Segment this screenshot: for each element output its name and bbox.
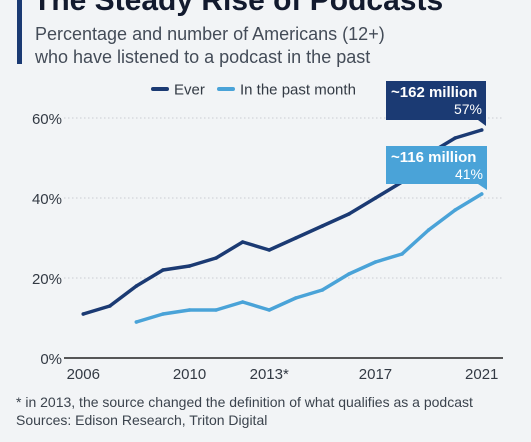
annotation-percent: 41% xyxy=(455,166,483,182)
y-tick-label: 0% xyxy=(40,351,62,368)
chart-title: The Steady Rise of Podcasts xyxy=(33,0,444,17)
data-point xyxy=(320,224,325,228)
data-point xyxy=(240,240,245,244)
annotation-pointer xyxy=(478,120,486,126)
data-point xyxy=(400,252,404,256)
title-accent-bar xyxy=(17,0,22,64)
chart-subtitle-line-1: Percentage and number of Americans (12+) xyxy=(35,24,385,44)
data-point xyxy=(81,312,86,316)
x-tick-label: 2017 xyxy=(359,366,392,383)
x-tick-label: 2013* xyxy=(250,366,289,383)
sources-note: Sources: Edison Research, Triton Digital xyxy=(16,412,268,428)
data-point xyxy=(108,304,112,308)
x-tick-label: 2006 xyxy=(67,366,100,383)
data-point xyxy=(187,264,192,268)
data-point xyxy=(426,228,431,232)
data-point xyxy=(161,268,165,272)
data-point xyxy=(187,308,192,312)
y-tick-label: 60% xyxy=(32,111,62,128)
annotation-value: ~162 million xyxy=(391,84,477,101)
data-point xyxy=(373,196,378,200)
data-point xyxy=(267,248,272,252)
series-line xyxy=(134,192,484,324)
legend-label: Ever xyxy=(174,82,205,99)
data-point xyxy=(214,308,218,312)
data-point xyxy=(134,320,139,324)
data-point xyxy=(320,288,325,292)
data-point xyxy=(267,308,272,312)
data-point xyxy=(347,212,351,216)
annotation-box xyxy=(386,81,486,120)
data-point xyxy=(240,300,245,304)
data-point xyxy=(479,128,484,132)
data-point xyxy=(161,312,165,316)
annotation-box xyxy=(386,146,487,184)
data-point xyxy=(214,256,218,260)
annotation-value: ~116 million xyxy=(391,149,476,166)
y-tick-label: 40% xyxy=(32,191,62,208)
data-point xyxy=(453,136,457,140)
y-tick-label: 20% xyxy=(32,271,62,288)
footnote: * in 2013, the source changed the defini… xyxy=(16,394,473,410)
data-point xyxy=(293,296,298,300)
chart-subtitle-line-2: who have listened to a podcast in the pa… xyxy=(35,47,371,67)
annotation-percent: 57% xyxy=(454,101,482,117)
x-tick-label: 2021 xyxy=(465,366,498,383)
data-point xyxy=(479,192,484,196)
data-point xyxy=(453,208,457,212)
data-point xyxy=(134,284,139,288)
data-point xyxy=(373,260,378,264)
data-point xyxy=(347,272,351,276)
annotation-pointer xyxy=(478,184,487,190)
x-tick-label: 2010 xyxy=(173,366,206,383)
data-point xyxy=(293,236,298,240)
legend-label: In the past month xyxy=(240,82,356,99)
